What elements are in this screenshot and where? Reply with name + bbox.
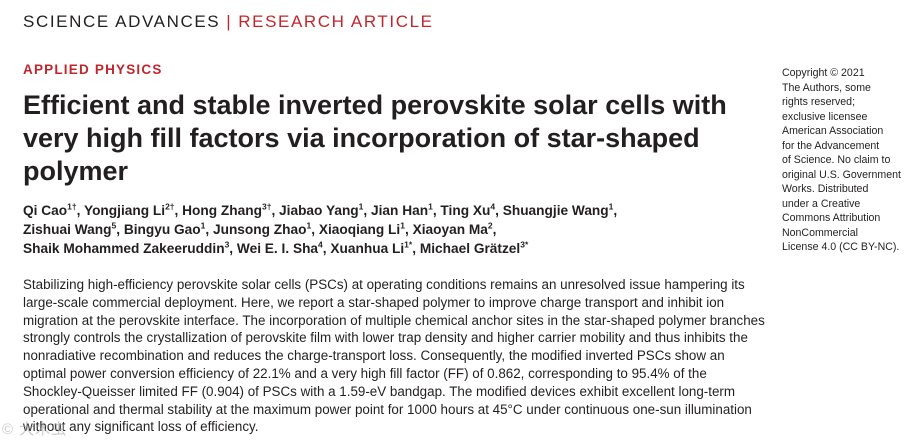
author-name: Yongjiang Li (83, 203, 166, 218)
watermark: © 大木虫 (2, 421, 68, 438)
author-list: Qi Cao1†, Yongjiang Li2†, Hong Zhang3†, … (23, 201, 618, 256)
author-affiliation: 1 (358, 201, 364, 212)
copyright-line: Works. Distributed (782, 183, 869, 195)
author-affiliation: 1* (404, 239, 413, 250)
copyright-line: under a Creative (782, 197, 861, 210)
author-name: Wei E. I. Sha (236, 241, 319, 256)
author-affiliation: 1 (428, 201, 433, 212)
copyright-line: exclusive licensee (782, 110, 868, 123)
author-name: Qi Cao (23, 203, 68, 218)
author-name: Michael Grätzel (419, 241, 521, 256)
author-name: Jian Han (371, 203, 429, 218)
section-label: APPLIED PHYSICS (23, 62, 163, 77)
author-name: Xiaoqiang Li (318, 222, 401, 237)
copyright-line: American Association (782, 125, 884, 137)
article-title: Efficient and stable inverted perovskite… (23, 90, 727, 186)
copyright-line: original U.S. Government (782, 168, 901, 181)
copyright-line: rights reserved; (782, 96, 856, 108)
copyright-line: Commons Attribution (782, 212, 881, 224)
author-affiliation: 1 (608, 201, 614, 212)
author-affiliation: 2 (487, 220, 493, 231)
author-affiliation: 3* (520, 239, 529, 250)
author-name: Ting Xu (440, 203, 491, 218)
copyright-notice: Copyright © 2021 The Authors, some rights … (782, 66, 902, 255)
author-affiliation: 3 (224, 239, 230, 250)
author-affiliation: 1 (200, 220, 206, 231)
author-affiliation: 2† (165, 201, 175, 212)
author-affiliation: 1 (306, 220, 312, 231)
journal-header: SCIENCE ADVANCES | RESEARCH ARTICLE (23, 12, 434, 32)
author-name: Junsong Zhao (212, 222, 307, 237)
author-name: Shaik Mohammed Zakeeruddin (23, 241, 225, 256)
author-name: Zishuai Wang (23, 222, 112, 237)
copyright-line: NonCommercial (782, 226, 858, 239)
author-name: Jiabao Yang (279, 203, 359, 218)
journal-name: SCIENCE ADVANCES (23, 12, 221, 31)
author-name: Xuanhua Li (330, 241, 405, 256)
author-affiliation: 1† (67, 201, 77, 212)
author-name: Hong Zhang (182, 203, 262, 218)
abstract: Stabilizing high-efficiency perovskite s… (23, 277, 765, 435)
article-type: RESEARCH ARTICLE (238, 12, 434, 31)
copyright-line: for the Advancement (782, 139, 880, 152)
header-separator: | (226, 12, 233, 31)
author-name: Shuangjie Wang (502, 203, 609, 218)
copyright-line: Copyright © 2021 (782, 67, 865, 79)
author-affiliation: 3† (261, 201, 272, 212)
author-name: Xiaoyan Ma (412, 222, 488, 237)
author-affiliation: 5 (111, 220, 117, 231)
author-affiliation: 1 (400, 220, 405, 231)
copyright-line: of Science. No claim to (782, 154, 891, 166)
author-affiliation: 4 (490, 201, 496, 212)
author-name: Bingyu Gao (123, 222, 201, 237)
copyright-line: License 4.0 (CC BY-NC). (782, 241, 900, 253)
author-affiliation: 4 (318, 239, 323, 250)
copyright-line: The Authors, some (782, 81, 871, 94)
